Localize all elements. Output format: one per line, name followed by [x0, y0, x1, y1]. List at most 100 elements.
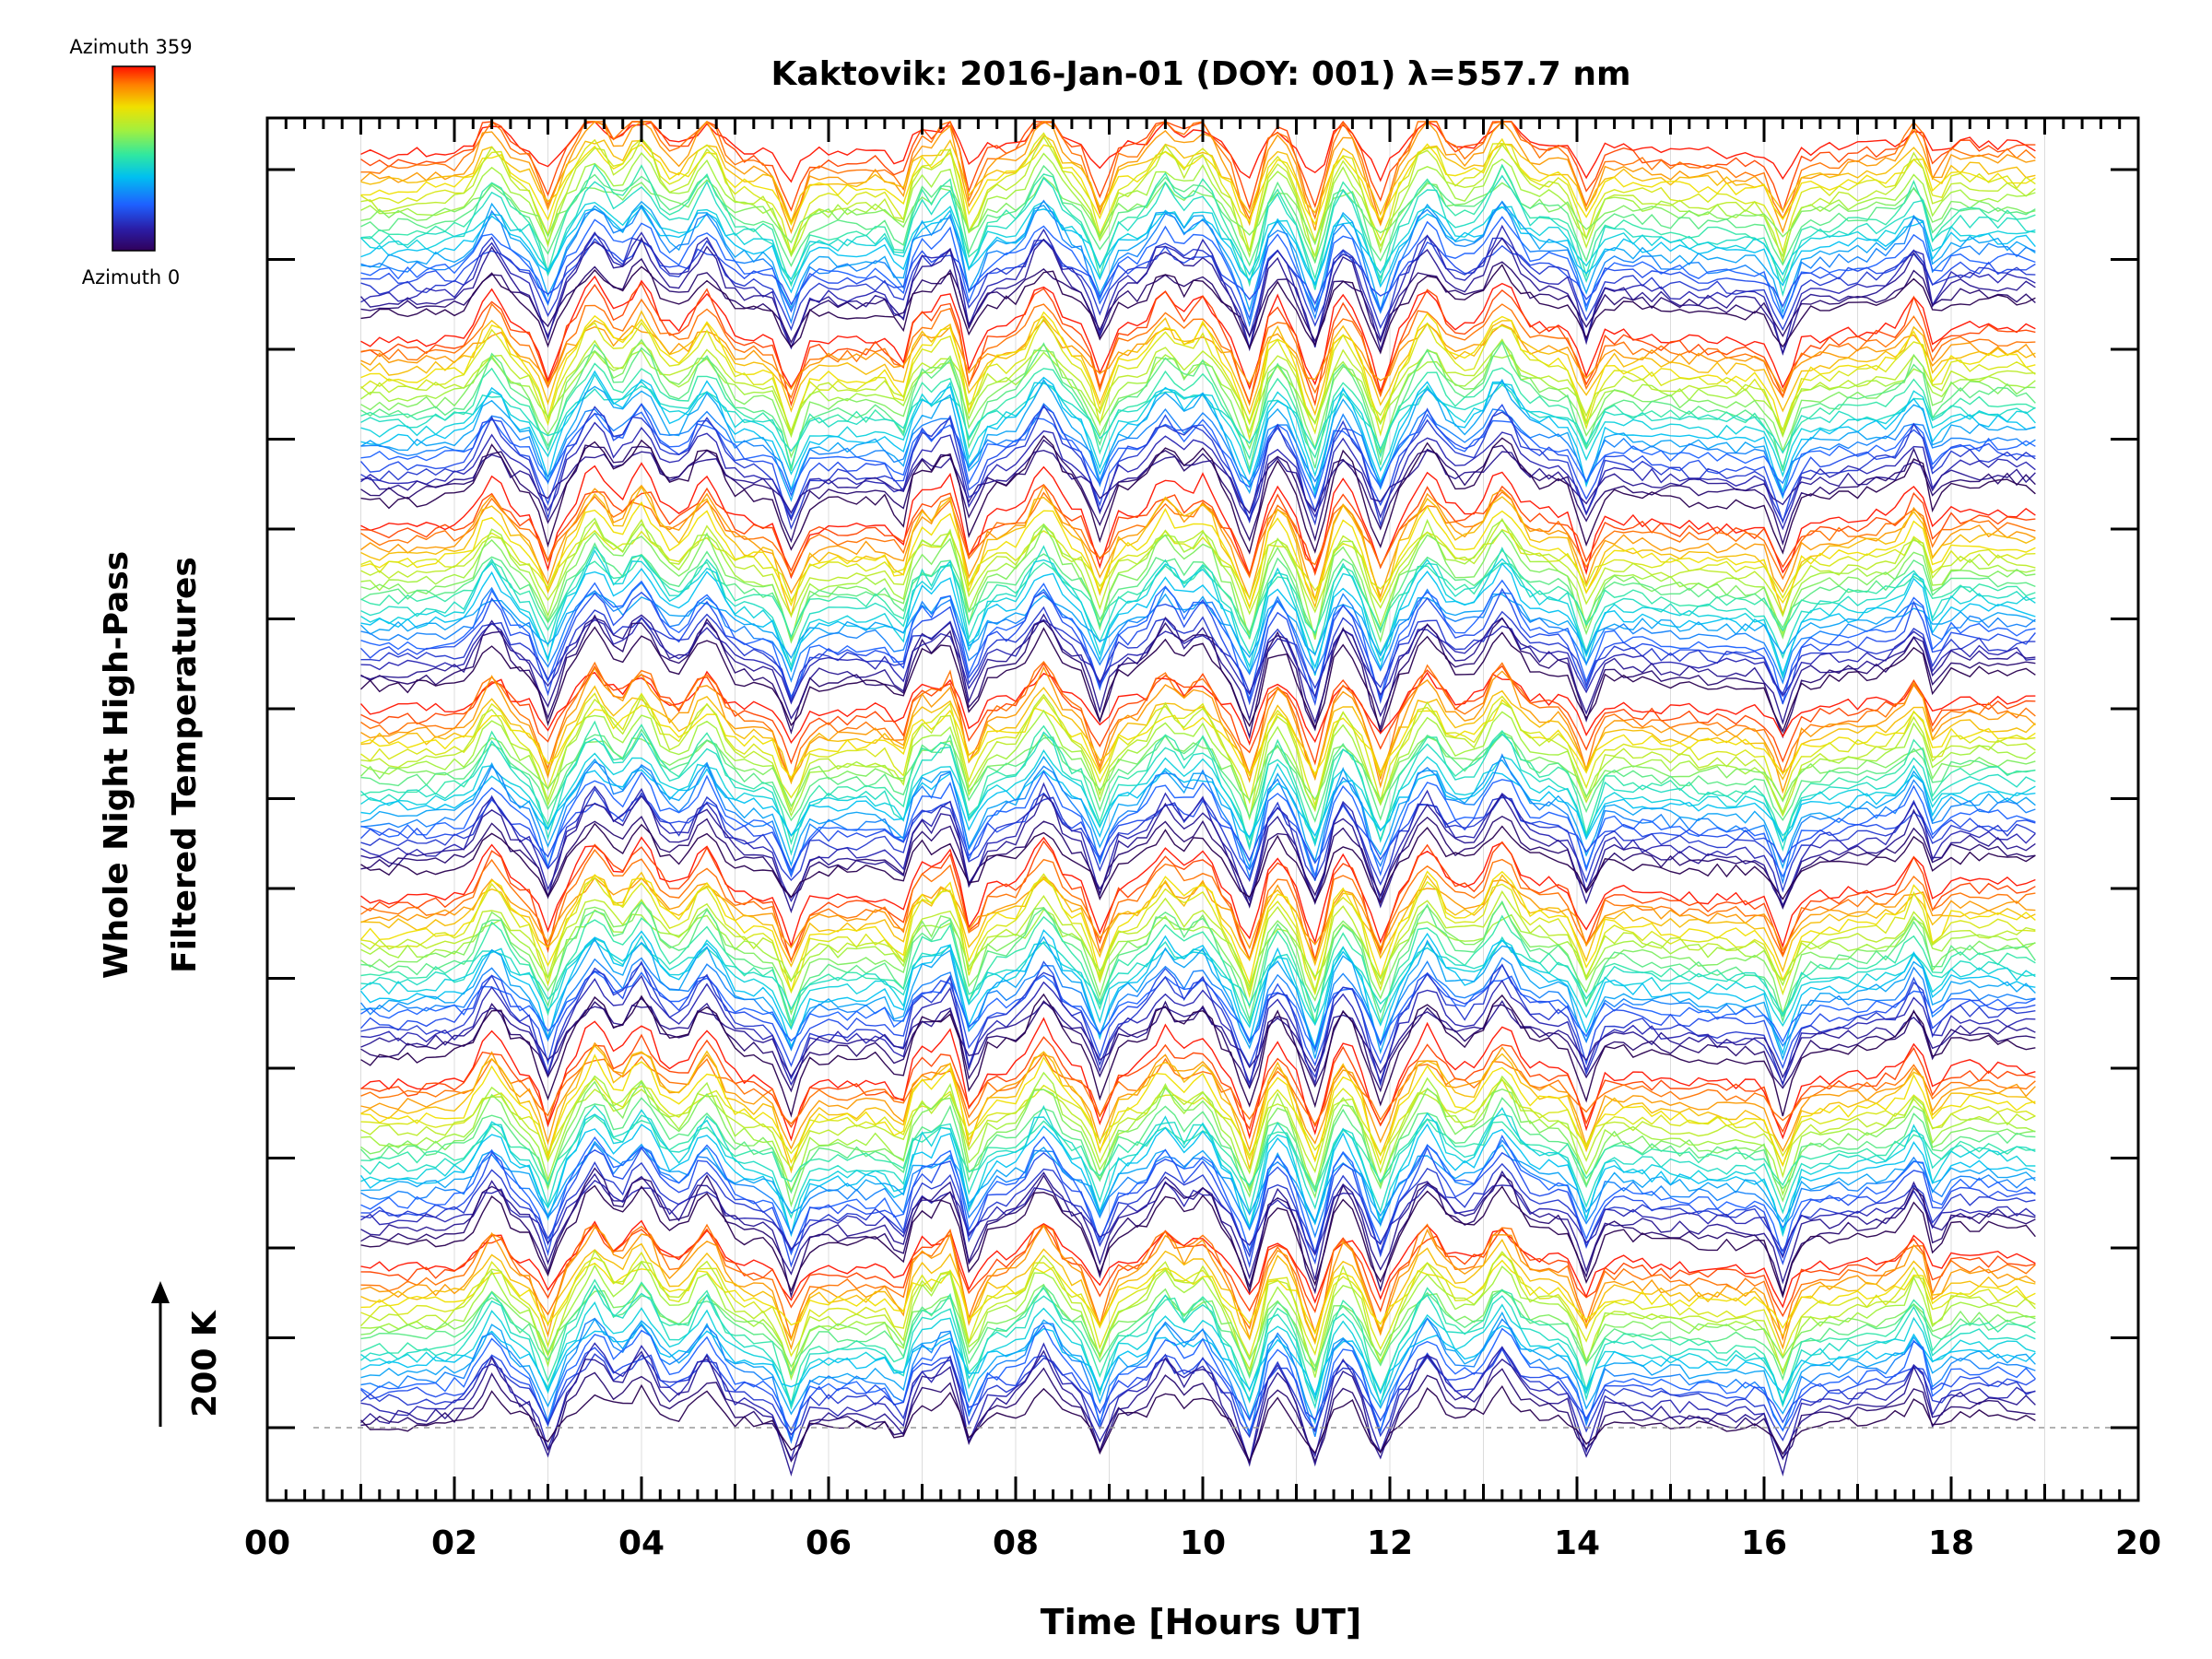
- trace-line: [360, 1106, 2036, 1238]
- trace-line: [360, 693, 2036, 818]
- x-tick-label: 00: [244, 1524, 290, 1562]
- trace-line: [360, 1223, 2036, 1342]
- trace-line: [360, 1283, 2036, 1369]
- trace-line: [360, 517, 2036, 618]
- trace-line: [360, 1146, 2036, 1268]
- trace-line: [360, 524, 2036, 644]
- axis-ticks: [265, 118, 2140, 1500]
- trace-line: [360, 338, 2036, 459]
- chart-title: Kaktovik: 2016-Jan-01 (DOY: 001) λ=557.7…: [771, 55, 1631, 93]
- x-tick-label: 04: [618, 1524, 665, 1562]
- trace-line: [360, 720, 2036, 847]
- y-axis-label-line1: Whole Night High-Pass: [98, 551, 135, 979]
- trace-line: [360, 836, 2036, 948]
- trace-line: [360, 264, 2036, 355]
- trace-line: [360, 614, 2036, 740]
- trace-line: [360, 1383, 2036, 1464]
- colorbar-gradient: [112, 65, 156, 252]
- trace-line: [360, 1347, 2036, 1432]
- trace-lines: [359, 120, 2036, 1477]
- trace-line: [359, 587, 2036, 707]
- trace-line: [360, 338, 2036, 433]
- scale-bar-label: 200 K: [186, 1310, 224, 1418]
- trace-line: [360, 974, 2036, 1087]
- trace-line: [360, 370, 2036, 498]
- trace-line: [360, 840, 2036, 963]
- trace-line: [359, 403, 2036, 524]
- trace-line: [360, 1224, 2036, 1350]
- trace-line: [360, 517, 2036, 643]
- trace-line: [360, 120, 2036, 235]
- trace-line: [360, 135, 2036, 224]
- trace-line: [360, 1078, 2036, 1179]
- x-tick-label: 12: [1367, 1524, 1413, 1562]
- trace-line: [360, 1071, 2036, 1197]
- trace-line: [360, 362, 2036, 470]
- trace-line: [360, 692, 2036, 808]
- trace-line: [360, 238, 2036, 309]
- trace-line: [360, 1134, 2036, 1259]
- trace-line: [360, 500, 2036, 610]
- trace-line: [360, 1238, 2036, 1346]
- x-axis-label: Time [Hours UT]: [1041, 1602, 1362, 1642]
- x-tick-label: 08: [993, 1524, 1039, 1562]
- x-tick-label: 14: [1554, 1524, 1600, 1562]
- x-tick-label: 20: [2115, 1524, 2161, 1562]
- trace-line: [359, 670, 2036, 747]
- x-tick-label: 06: [806, 1524, 852, 1562]
- trace-line: [360, 435, 2036, 555]
- trace-line: [360, 617, 2036, 705]
- trace-line: [360, 1114, 2036, 1194]
- trace-line: [359, 870, 2036, 994]
- trace-line: [360, 1167, 2036, 1299]
- trace-line: [360, 176, 2036, 246]
- trace-line: [360, 1041, 2036, 1153]
- trace-line: [360, 164, 2036, 267]
- trace-line: [360, 1033, 2036, 1134]
- trace-line: [360, 341, 2036, 472]
- trace-line: [360, 1301, 2036, 1406]
- trace-line: [360, 316, 2036, 441]
- trace-line: [359, 929, 2036, 1056]
- trace-line: [360, 699, 2036, 779]
- trace-line: [360, 378, 2036, 502]
- trace-line: [360, 137, 2036, 226]
- y-axis-label-line2: Filtered Temperatures: [166, 557, 204, 973]
- trace-line: [360, 770, 2036, 878]
- plot-area: [265, 116, 2140, 1502]
- trace-line: [360, 439, 2036, 547]
- trace-line: [360, 282, 2036, 407]
- trace-line: [360, 873, 2036, 999]
- trace-line: [360, 448, 2036, 515]
- trace-line: [360, 1260, 2036, 1382]
- x-tick-label: 10: [1180, 1524, 1226, 1562]
- trace-line: [360, 1223, 2036, 1318]
- trace-line: [360, 216, 2036, 322]
- trace-line: [360, 1322, 2036, 1397]
- trace-line: [360, 731, 2036, 856]
- trace-line: [360, 782, 2036, 910]
- trace-line: [360, 914, 2036, 1027]
- trace-line: [360, 528, 2036, 603]
- trace-line: [360, 1342, 2036, 1465]
- trace-line: [360, 626, 2036, 735]
- trace-line: [360, 1367, 2036, 1465]
- trace-line: [360, 1044, 2036, 1174]
- trace-line: [360, 1170, 2036, 1285]
- trace-line: [360, 1317, 2036, 1444]
- trace-line: [360, 749, 2036, 847]
- trace-line: [360, 815, 2036, 911]
- trace-line: [360, 935, 2036, 1030]
- trace-line: [360, 579, 2036, 704]
- scale-arrow-head: [151, 1281, 170, 1303]
- trace-line: [360, 665, 2036, 794]
- trace-line: [360, 319, 2036, 394]
- trace-line: [360, 1053, 2036, 1167]
- trace-line: [360, 1080, 2036, 1208]
- trace-line: [360, 1160, 2036, 1258]
- trace-line: [360, 1104, 2036, 1219]
- x-tick-label: 18: [1928, 1524, 1974, 1562]
- trace-line: [360, 1077, 2036, 1158]
- trace-line: [359, 1097, 2036, 1194]
